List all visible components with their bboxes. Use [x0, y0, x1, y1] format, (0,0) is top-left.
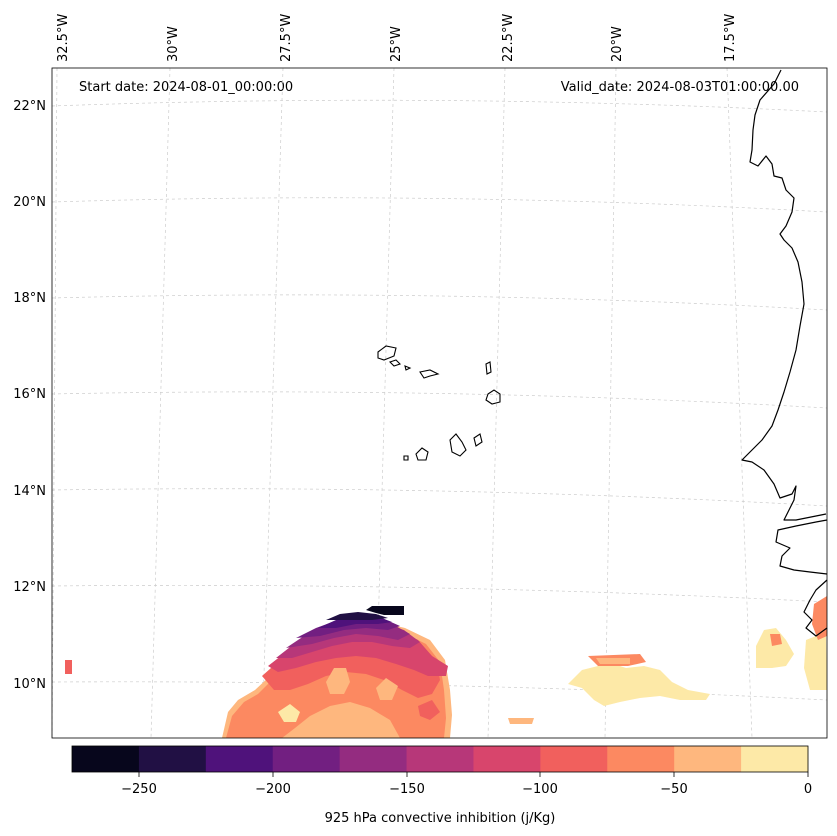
colorbar — [72, 746, 809, 772]
cin-coast-patch-orange — [770, 634, 782, 646]
lat-label: 22°N — [13, 99, 46, 114]
colorbar-swatch — [205, 746, 274, 772]
cin-inner-patch — [418, 700, 440, 720]
africa-coastline-south — [775, 519, 828, 575]
lon-label: 17.5°W — [723, 14, 738, 62]
island-sal — [485, 361, 492, 375]
lat-label: 10°N — [13, 677, 46, 692]
coastline — [741, 69, 828, 637]
cin-coast-patch-orange — [812, 596, 827, 640]
cin-inner-patch — [326, 668, 350, 694]
island-santiago — [449, 433, 467, 457]
colorbar-tick-label: −200 — [255, 782, 291, 797]
africa-coastline-south — [803, 579, 828, 637]
lat-label: 20°N — [13, 195, 46, 210]
colorbar-swatch — [406, 746, 474, 772]
cin-contours — [65, 596, 827, 738]
lat-label: 16°N — [13, 387, 46, 402]
colorbar-tick-label: −250 — [121, 782, 157, 797]
latitude-labels: 22°N 20°N 18°N 16°N 14°N 12°N 10°N — [13, 99, 46, 692]
valid-date-text: Valid_date: 2024-08-03T01:00:00.00 — [561, 80, 799, 95]
island-santo-antao — [377, 345, 397, 361]
colorbar-tick-label: −50 — [660, 782, 687, 797]
lon-label: 20°W — [610, 26, 625, 62]
colorbar-swatch — [540, 746, 608, 772]
cin-inner-patch — [376, 678, 398, 700]
cin-small-patch — [508, 718, 534, 724]
lon-label: 30°W — [166, 26, 181, 62]
island-sao-nicolau — [419, 369, 440, 379]
colorbar-tick-label: −150 — [389, 782, 425, 797]
cin-coast-patch — [804, 632, 827, 690]
cin-level-indigo — [326, 612, 388, 620]
colorbar-frame — [71, 745, 809, 773]
colorbar-swatch — [138, 746, 207, 772]
africa-coastline — [741, 69, 827, 521]
lat-label: 14°N — [13, 484, 46, 499]
colorbar-swatch — [473, 746, 541, 772]
cin-west-patch — [65, 660, 72, 674]
colorbar-tick-labels: −250 −200 −150 −100 −50 0 — [121, 782, 812, 797]
cin-east-patch-strip-inner — [596, 658, 630, 664]
colorbar-swatch — [741, 746, 809, 772]
colorbar-swatch — [607, 746, 675, 772]
colorbar-swatch — [72, 746, 140, 772]
colorbar-swatch — [272, 746, 341, 772]
lon-label: 27.5°W — [279, 14, 294, 62]
colorbar-title: 925 hPa convective inhibition (j/Kg) — [325, 811, 556, 826]
colorbar-swatch — [339, 746, 408, 772]
start-date-text: Start date: 2024-08-01_00:00:00 — [79, 80, 293, 95]
island-sao-vicente — [388, 359, 402, 367]
cin-level-black — [366, 606, 404, 615]
colorbar-ticks — [138, 772, 809, 777]
colorbar-swatch — [674, 746, 742, 772]
island-fogo — [415, 447, 429, 461]
map-frame — [51, 67, 828, 739]
colorbar-tick-label: −100 — [522, 782, 558, 797]
cin-inner-patch — [234, 712, 252, 736]
lon-label: 22.5°W — [501, 14, 516, 62]
lon-label: 32.5°W — [56, 14, 71, 62]
cin-inner-patch — [278, 704, 300, 722]
lon-label: 25°W — [389, 26, 404, 62]
lat-label: 18°N — [13, 291, 46, 306]
island-boa-vista — [485, 389, 501, 405]
colorbar-tick-label: 0 — [804, 782, 812, 797]
lat-label: 12°N — [13, 580, 46, 595]
cin-coast-patch — [756, 628, 794, 668]
island-brava — [403, 455, 409, 461]
cin-east-patch — [568, 664, 710, 706]
parallel-gridlines — [51, 99, 828, 701]
island-maio — [473, 433, 483, 447]
island-santa-luzia — [404, 365, 412, 371]
longitude-labels: 32.5°W 30°W 27.5°W 25°W 22.5°W 20°W 17.5… — [56, 14, 738, 62]
cape-verde-islands — [377, 345, 501, 461]
